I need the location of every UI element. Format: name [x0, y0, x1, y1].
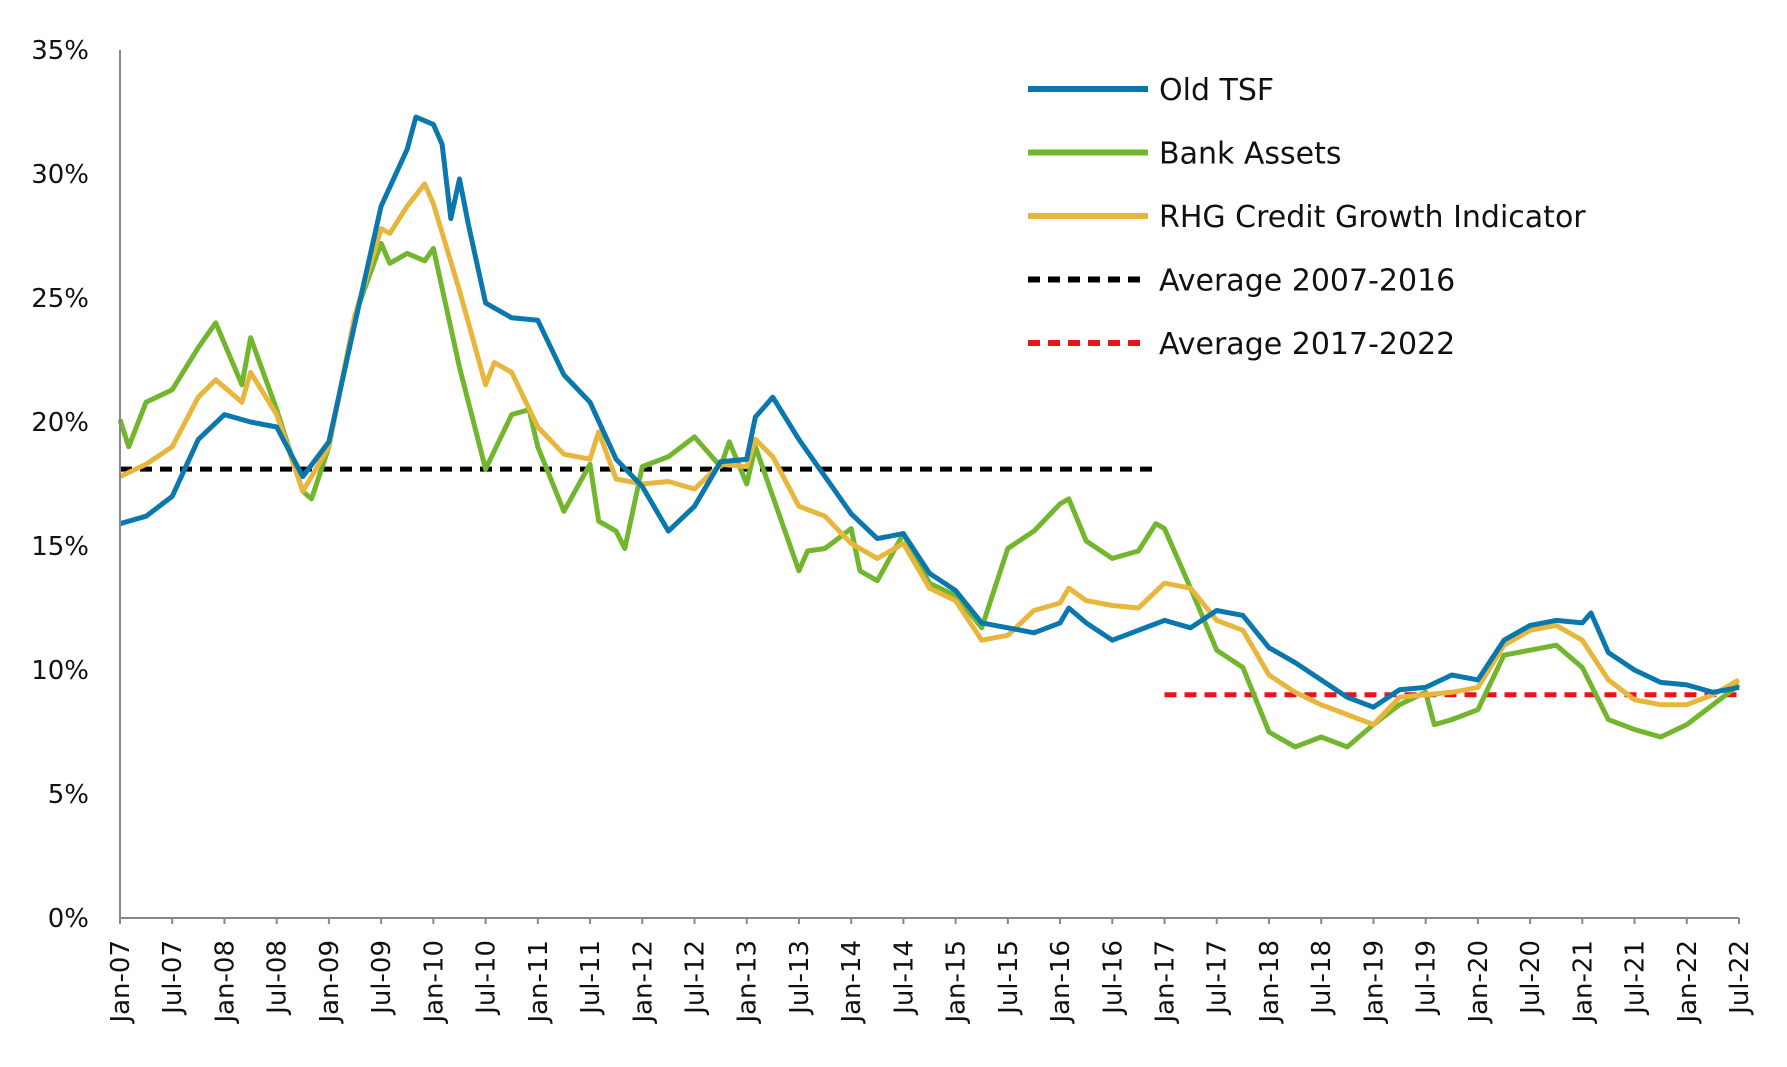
x-tick-label: Jul-14: [889, 940, 919, 1016]
x-tick-label: Jul-18: [1307, 940, 1337, 1016]
x-tick-label: Jan-17: [1151, 940, 1181, 1025]
y-tick-label: 20%: [31, 408, 89, 438]
x-tick-label: Jul-08: [263, 940, 293, 1016]
x-tick-label: Jul-17: [1203, 940, 1233, 1016]
y-tick-label: 25%: [31, 284, 89, 314]
x-tick-label: Jan-18: [1255, 940, 1285, 1025]
x-tick-label: Jan-13: [733, 940, 763, 1025]
x-tick-label: Jul-13: [785, 940, 815, 1016]
x-tick-label: Jan-08: [210, 940, 240, 1025]
series-line-bank-assets: [117, 240, 1741, 750]
x-tick-label: Jan-15: [942, 940, 972, 1025]
y-tick-label: 35%: [31, 36, 89, 66]
x-tick-label: Jan-07: [106, 940, 136, 1025]
x-tick-label: Jan-19: [1359, 940, 1389, 1025]
x-tick-label: Jul-16: [1098, 940, 1128, 1016]
x-tick-label: Jan-22: [1673, 940, 1703, 1025]
y-tick-labels: 0% 5% 10% 15% 20% 25% 30% 35%: [31, 36, 89, 934]
x-tick-label: Jul-20: [1516, 940, 1546, 1016]
legend-label: Bank Assets: [1159, 137, 1342, 172]
x-tick-label: Jul-21: [1621, 940, 1651, 1016]
x-tick-label: Jan-16: [1046, 940, 1076, 1025]
series-line-rhg-credit-growth-indicator: [118, 181, 1741, 728]
legend-label: Old TSF: [1159, 73, 1274, 108]
series-line-old-tsf: [119, 114, 1740, 710]
y-tick-label: 10%: [31, 656, 89, 686]
x-tick-label: Jul-15: [994, 940, 1024, 1016]
legend-item: Average 2017-2022: [1028, 327, 1455, 362]
series-lines: [117, 114, 1741, 750]
x-tick-label: Jul-11: [576, 940, 606, 1016]
x-tick-label: Jul-09: [367, 940, 397, 1016]
legend: Old TSF Bank Assets RHG Credit Growth Indi…: [1028, 73, 1586, 362]
x-tick-label: Jul-07: [158, 940, 188, 1016]
legend-item: Bank Assets: [1028, 137, 1342, 172]
x-tick-label: Jan-10: [419, 940, 449, 1025]
legend-label: Average 2017-2022: [1159, 327, 1455, 362]
x-tick-label: Jul-10: [472, 940, 502, 1016]
x-tick-label: Jan-11: [524, 940, 554, 1025]
x-tick-label: Jul-22: [1725, 940, 1755, 1016]
x-tick-labels: Jan-07 Jul-07 Jan-08 Jul-08 Jan-09 Jul-09 Jan-…: [106, 918, 1755, 1025]
y-tick-label: 15%: [31, 532, 89, 562]
legend-item: RHG Credit Growth Indicator: [1028, 200, 1586, 235]
y-tick-label: 30%: [31, 160, 89, 190]
x-tick-label: Jan-09: [315, 940, 345, 1025]
x-tick-label: Jul-12: [680, 940, 710, 1016]
x-tick-label: Jul-19: [1412, 940, 1442, 1016]
x-tick-label: Jan-20: [1464, 940, 1494, 1025]
x-tick-label: Jan-21: [1568, 940, 1598, 1025]
y-tick-label: 5%: [48, 780, 89, 810]
legend-label: Average 2007-2016: [1159, 264, 1455, 299]
x-tick-label: Jan-14: [837, 940, 867, 1025]
y-tick-label: 0%: [48, 904, 89, 934]
legend-item: Average 2007-2016: [1028, 264, 1455, 299]
legend-item: Old TSF: [1028, 73, 1274, 108]
legend-label: RHG Credit Growth Indicator: [1159, 200, 1586, 235]
x-tick-label: Jan-12: [628, 940, 658, 1025]
